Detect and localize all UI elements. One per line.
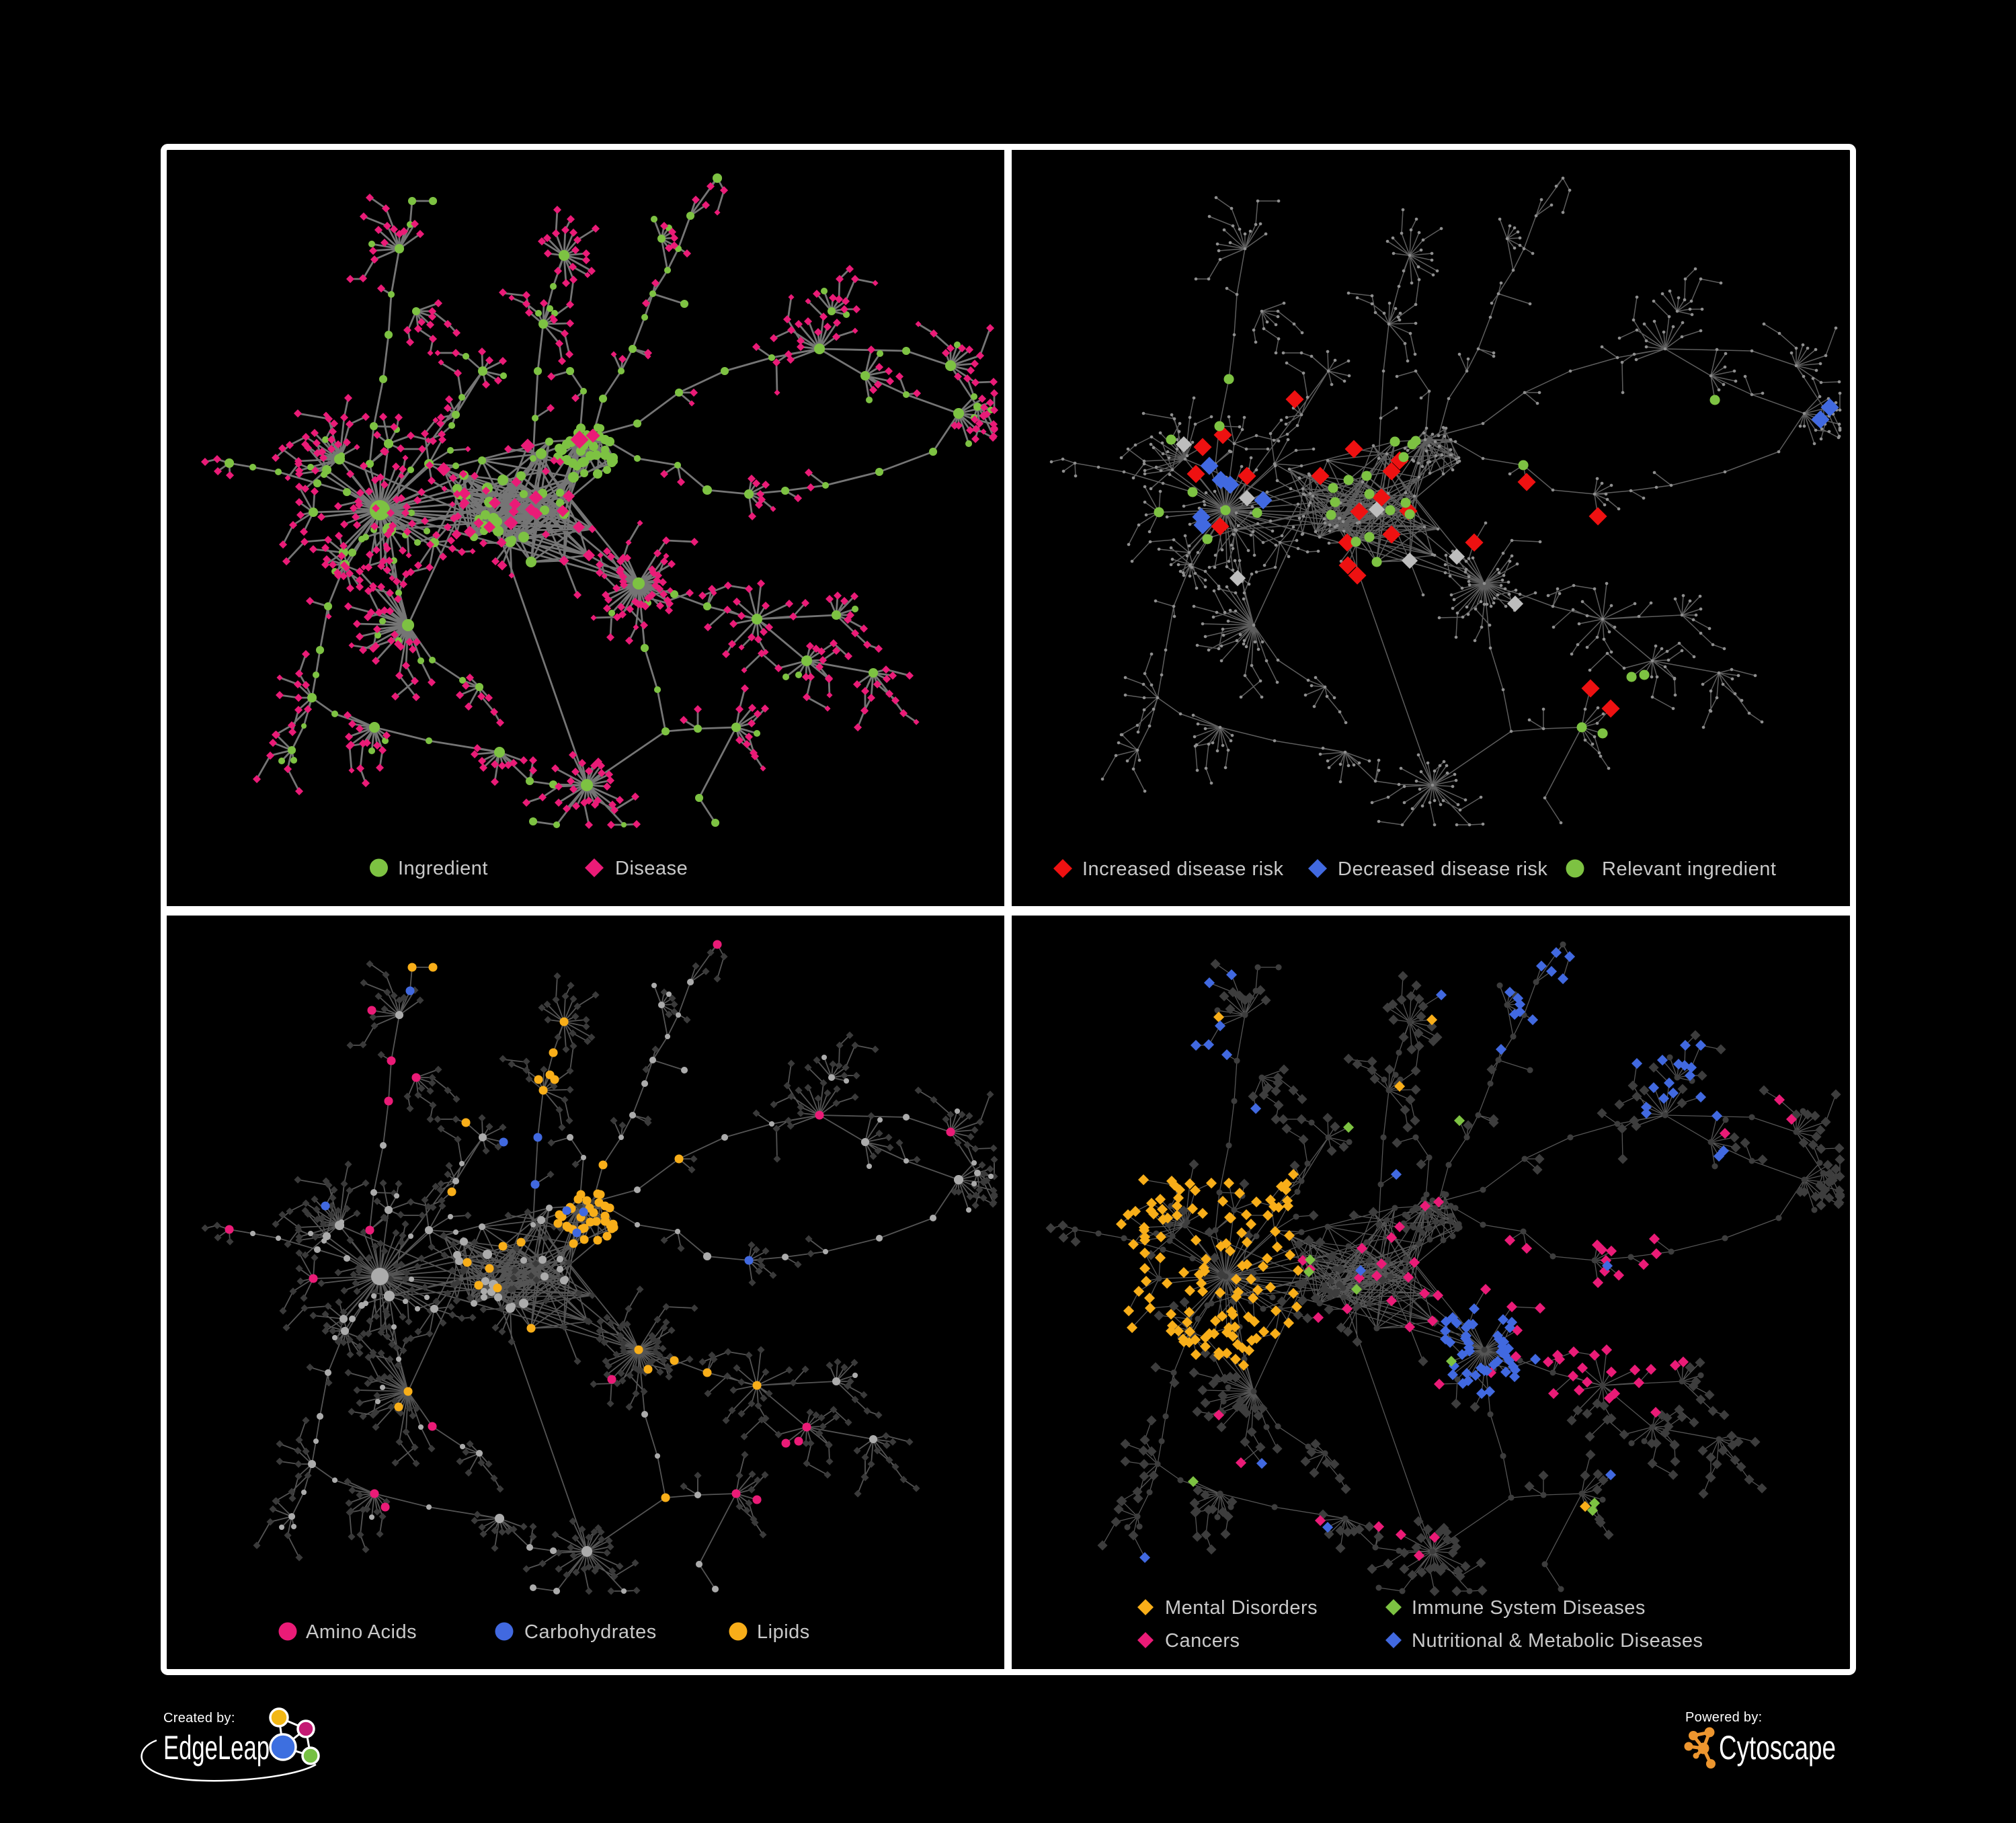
svg-text:Lipids: Lipids [757,1621,810,1643]
svg-text:Mental Disorders: Mental Disorders [1165,1597,1318,1619]
svg-text:Powered by:: Powered by: [1685,1710,1762,1725]
svg-text:Cancers: Cancers [1165,1630,1240,1652]
svg-text:Disease: Disease [615,858,688,879]
svg-text:Decreased disease risk: Decreased disease risk [1338,858,1547,880]
svg-text:Amino Acids: Amino Acids [306,1621,417,1643]
svg-text:Carbohydrates: Carbohydrates [524,1621,657,1643]
svg-text:Cytoscape: Cytoscape [1719,1729,1836,1767]
svg-text:Increased disease risk: Increased disease risk [1082,858,1284,880]
svg-text:Nutritional & Metabolic Diseas: Nutritional & Metabolic Diseases [1412,1630,1703,1652]
svg-text:Relevant ingredient: Relevant ingredient [1602,858,1776,880]
svg-text:EdgeLeap: EdgeLeap [163,1729,270,1767]
svg-text:Ingredient: Ingredient [398,858,488,879]
svg-text:Immune System Diseases: Immune System Diseases [1412,1597,1646,1619]
svg-text:Created by:: Created by: [163,1711,235,1726]
